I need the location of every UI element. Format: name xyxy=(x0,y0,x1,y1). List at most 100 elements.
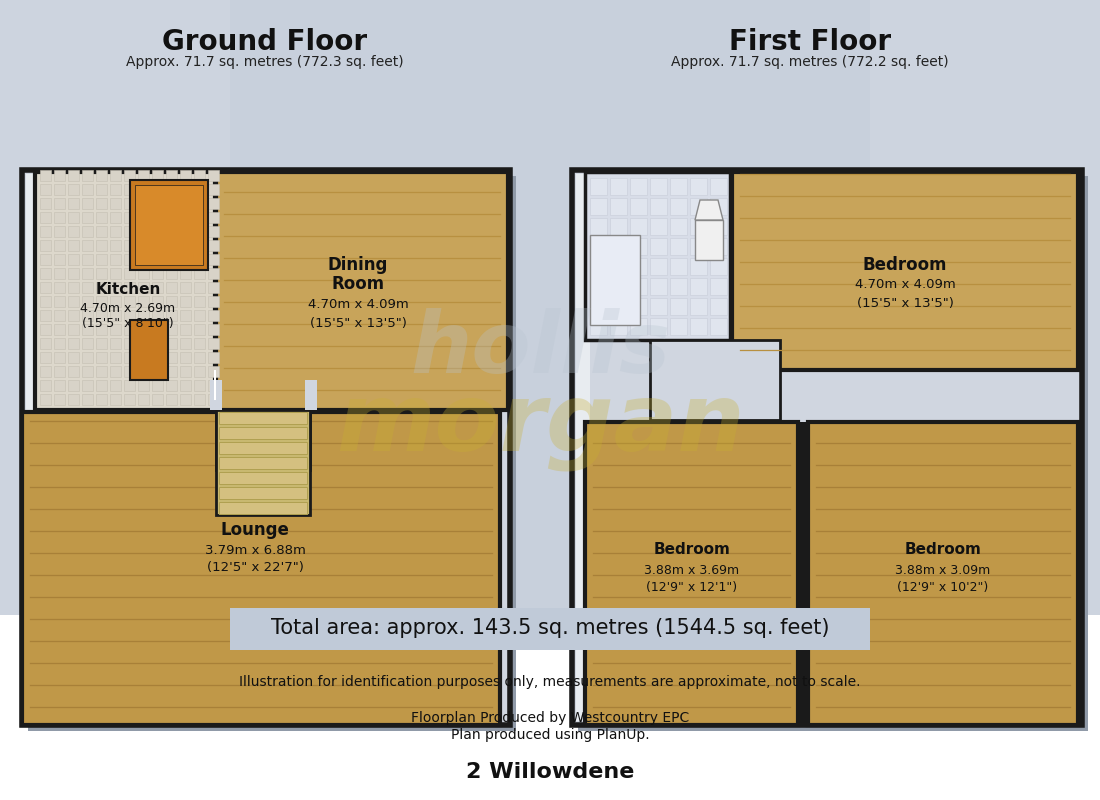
Bar xyxy=(208,198,219,209)
Bar xyxy=(166,240,177,251)
Bar xyxy=(650,340,780,420)
Bar xyxy=(54,198,65,209)
Bar xyxy=(216,172,508,410)
Bar xyxy=(96,310,107,321)
Bar xyxy=(590,218,607,235)
Text: (12'9" x 10'2"): (12'9" x 10'2") xyxy=(898,581,989,594)
Bar xyxy=(96,366,107,377)
Bar xyxy=(630,238,647,255)
Bar xyxy=(68,380,79,391)
Bar xyxy=(732,172,1078,370)
Text: Approx. 71.7 sq. metres (772.3 sq. feet): Approx. 71.7 sq. metres (772.3 sq. feet) xyxy=(126,55,404,69)
Bar xyxy=(82,366,94,377)
Bar xyxy=(590,238,607,255)
Bar xyxy=(710,178,727,195)
Bar xyxy=(650,318,667,335)
Bar xyxy=(180,268,191,279)
Bar xyxy=(194,184,205,195)
Bar xyxy=(152,226,163,237)
Bar xyxy=(166,198,177,209)
Bar xyxy=(216,410,310,470)
Bar xyxy=(124,296,135,307)
Bar xyxy=(166,226,177,237)
Bar xyxy=(82,310,94,321)
Bar xyxy=(710,198,727,215)
Bar xyxy=(54,240,65,251)
Bar xyxy=(82,338,94,349)
Bar xyxy=(152,310,163,321)
Bar xyxy=(194,212,205,223)
Text: Room: Room xyxy=(331,275,385,293)
Bar xyxy=(610,298,627,315)
Bar xyxy=(180,282,191,293)
Bar xyxy=(152,338,163,349)
Bar xyxy=(96,268,107,279)
Bar xyxy=(590,178,607,195)
Bar xyxy=(138,394,148,405)
Bar xyxy=(138,352,148,363)
Text: Ground Floor: Ground Floor xyxy=(163,28,367,56)
Bar xyxy=(194,394,205,405)
Bar xyxy=(166,366,177,377)
Bar xyxy=(180,240,191,251)
Bar xyxy=(208,170,219,181)
Bar xyxy=(40,394,51,405)
Bar xyxy=(130,320,168,380)
Bar xyxy=(124,324,135,335)
Bar xyxy=(110,170,121,181)
Bar xyxy=(0,615,1100,800)
Bar xyxy=(138,170,148,181)
Bar xyxy=(152,198,163,209)
Bar xyxy=(54,310,65,321)
Bar xyxy=(650,258,667,275)
Bar xyxy=(152,282,163,293)
Bar xyxy=(710,278,727,295)
Bar xyxy=(710,318,727,335)
Bar xyxy=(40,282,51,293)
Bar xyxy=(670,318,688,335)
Bar xyxy=(576,174,1078,188)
Bar xyxy=(68,394,79,405)
Bar xyxy=(110,282,121,293)
Bar xyxy=(208,254,219,265)
Bar xyxy=(110,338,121,349)
Bar xyxy=(166,352,177,363)
Bar xyxy=(22,170,510,725)
Bar xyxy=(610,238,627,255)
Bar xyxy=(194,254,205,265)
Bar xyxy=(194,268,205,279)
Bar xyxy=(710,218,727,235)
Bar xyxy=(180,170,191,181)
Bar xyxy=(166,184,177,195)
Bar xyxy=(650,238,667,255)
Bar xyxy=(138,254,148,265)
Bar xyxy=(124,184,135,195)
Bar xyxy=(152,394,163,405)
Bar xyxy=(110,394,121,405)
Text: Approx. 71.7 sq. metres (772.2 sq. feet): Approx. 71.7 sq. metres (772.2 sq. feet) xyxy=(671,55,949,69)
Bar xyxy=(166,310,177,321)
Bar xyxy=(219,502,307,514)
Bar xyxy=(610,278,627,295)
Bar xyxy=(690,298,707,315)
Bar xyxy=(194,296,205,307)
Bar xyxy=(96,380,107,391)
Bar xyxy=(208,352,219,363)
Bar xyxy=(152,212,163,223)
Bar xyxy=(576,188,590,721)
Bar xyxy=(40,296,51,307)
Bar xyxy=(630,258,647,275)
Bar xyxy=(68,310,79,321)
Bar xyxy=(208,282,219,293)
Bar xyxy=(110,184,121,195)
Bar xyxy=(610,258,627,275)
Bar xyxy=(22,412,500,725)
Text: 3.88m x 3.09m: 3.88m x 3.09m xyxy=(895,563,991,577)
Bar xyxy=(194,338,205,349)
Bar xyxy=(40,310,51,321)
Bar xyxy=(82,352,94,363)
Bar xyxy=(194,352,205,363)
Bar xyxy=(68,338,79,349)
Bar xyxy=(82,380,94,391)
Bar xyxy=(610,218,627,235)
